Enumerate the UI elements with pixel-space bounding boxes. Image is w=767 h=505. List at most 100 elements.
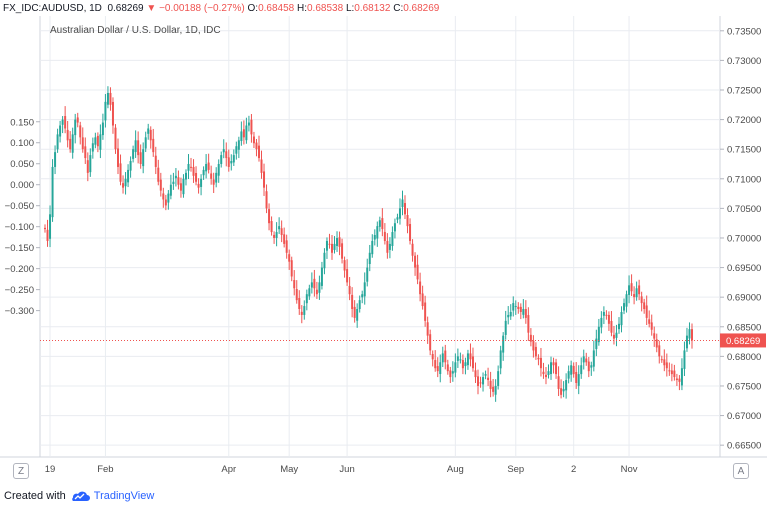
candle-body <box>114 127 117 150</box>
left-axis-tick-label: −0.100 <box>5 222 34 233</box>
candle-body <box>96 135 99 147</box>
candle-body <box>449 370 452 378</box>
low-value: 0.68132 <box>354 3 391 14</box>
right-axis-tick-label: 0.73500 <box>727 26 761 37</box>
candle-body <box>678 378 681 382</box>
candle-body <box>356 309 359 321</box>
candle-body <box>439 362 442 375</box>
candle-body <box>338 237 341 247</box>
x-axis-tick-label: Apr <box>221 464 236 475</box>
candle-body <box>167 193 170 203</box>
candle-body <box>69 138 72 150</box>
candle-body <box>492 386 495 392</box>
candle-body <box>653 333 656 339</box>
last-price-text: 0.68269 <box>107 3 144 14</box>
right-axis-tick-label: 0.67500 <box>727 381 761 392</box>
candle-body <box>459 359 462 361</box>
candle-body <box>376 226 379 239</box>
candle-body <box>320 267 323 286</box>
candle-body <box>257 145 260 159</box>
candle-body <box>132 149 135 159</box>
candle-body <box>54 152 57 167</box>
candle-body <box>273 234 276 238</box>
candle-body <box>489 380 492 389</box>
candle-body <box>514 306 517 308</box>
candle-body <box>675 378 678 381</box>
candle-body <box>683 350 686 369</box>
candle-body <box>230 161 233 164</box>
candle-body <box>202 169 205 176</box>
zoom-button[interactable]: Z <box>13 463 29 479</box>
candle-body <box>164 199 167 206</box>
candle-body <box>648 319 651 324</box>
candle-body <box>305 294 308 304</box>
x-axis-tick-label: Feb <box>97 464 113 475</box>
tradingview-link[interactable]: TradingView <box>93 490 155 502</box>
candle-body <box>298 298 301 310</box>
candle-body <box>471 356 474 369</box>
candle-body <box>550 362 553 375</box>
candle-body <box>44 227 46 230</box>
candle-body <box>577 374 580 386</box>
candle-body <box>691 329 693 341</box>
candle-body <box>660 359 663 361</box>
candle-body <box>547 371 550 375</box>
candle-body <box>451 371 454 374</box>
candle-body <box>147 128 150 134</box>
candle-body <box>207 162 210 170</box>
candle-body <box>109 92 112 105</box>
candle-body <box>260 159 263 173</box>
close-value: 0.68269 <box>403 3 440 14</box>
last-price-tag <box>720 333 766 348</box>
candle-body <box>404 203 407 215</box>
candle-body <box>519 306 522 312</box>
candle-body <box>336 237 339 247</box>
candle-body <box>474 370 477 378</box>
left-axis-tick-label: −0.250 <box>5 285 34 296</box>
right-axis-tick-label: 0.69500 <box>727 263 761 274</box>
candle-body <box>628 285 631 295</box>
candle-body <box>177 177 180 185</box>
x-axis-tick-label: Aug <box>447 464 464 475</box>
candle-body <box>567 371 570 379</box>
candle-body <box>625 294 628 307</box>
candlestick-chart[interactable]: 0.73500 0.73000 0.72500 0.72000 0.71500 0.710… <box>0 16 767 481</box>
right-axis-tick-label: 0.70000 <box>727 233 761 244</box>
tradingview-cloud-icon <box>71 491 90 501</box>
candle-body <box>401 199 404 207</box>
candle-body <box>139 152 142 164</box>
candle-body <box>353 306 356 318</box>
candle-body <box>386 240 389 253</box>
candle-body <box>615 332 618 338</box>
candle-body <box>149 129 152 141</box>
candle-body <box>278 226 281 230</box>
candle-body <box>431 354 434 360</box>
chart-title: Australian Dollar / U.S. Dollar, 1D, IDC <box>50 25 221 36</box>
candle-body <box>313 278 316 289</box>
candle-body <box>426 322 429 336</box>
candle-body <box>477 376 480 386</box>
high-value: 0.68538 <box>307 3 344 14</box>
candle-body <box>638 285 641 295</box>
candle-body <box>263 171 266 188</box>
auto-scale-button[interactable]: A <box>733 463 749 479</box>
right-axis-tick-label: 0.67000 <box>727 411 761 422</box>
candle-body <box>630 283 633 292</box>
candle-body <box>79 125 82 138</box>
candle-body <box>341 243 344 259</box>
left-axis-tick-label: 0.000 <box>10 180 34 191</box>
candle-body <box>512 303 515 311</box>
candle-body <box>86 160 89 173</box>
high-label: H: <box>297 3 307 14</box>
candle-body <box>190 166 193 168</box>
candle-body <box>66 129 69 141</box>
chart-area[interactable]: 0.73500 0.73000 0.72500 0.72000 0.71500 0.710… <box>0 16 767 481</box>
candle-body <box>587 361 590 372</box>
candle-body <box>685 335 688 349</box>
candle-body <box>635 288 638 298</box>
candle-body <box>643 302 646 310</box>
candle-body <box>542 371 545 375</box>
candle-body <box>534 346 537 357</box>
candle-body <box>544 374 547 378</box>
candle-body <box>325 240 328 251</box>
